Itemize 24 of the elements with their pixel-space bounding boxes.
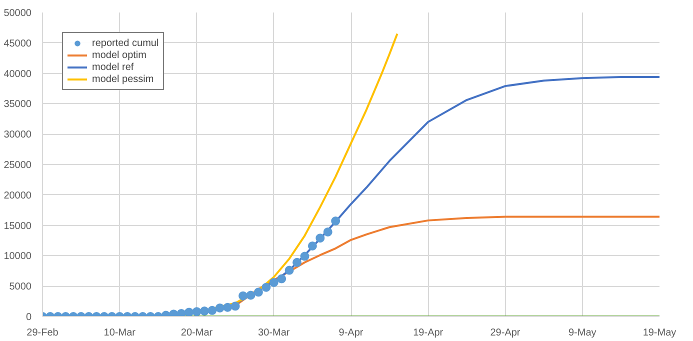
legend-label: model pessim <box>92 73 154 85</box>
y-tick-label: 30000 <box>4 130 32 141</box>
legend-label: model ref <box>92 61 134 73</box>
x-tick-label: 9-May <box>568 328 596 338</box>
x-tick-label: 20-Mar <box>180 328 214 338</box>
y-tick-label: 10000 <box>4 251 32 262</box>
y-tick-label: 15000 <box>4 220 32 232</box>
x-tick-label: 19-May <box>642 328 676 338</box>
y-tick-label: 35000 <box>4 99 32 110</box>
y-tick-label: 5000 <box>9 282 32 293</box>
legend-label: reported cumul <box>92 37 159 49</box>
legend-label: model optim <box>92 49 146 61</box>
y-tick-label: 50000 <box>4 8 32 19</box>
y-tick-label: 40000 <box>4 68 32 80</box>
x-tick-label: 9-Apr <box>338 328 364 338</box>
y-tick-label: 25000 <box>4 160 32 171</box>
x-tick-label: 30-Mar <box>258 328 290 338</box>
y-tick-label: 20000 <box>4 190 32 202</box>
x-tick-label: 29-Apr <box>490 328 521 338</box>
y-tick-label: 0 <box>26 312 32 323</box>
x-tick-label: 10-Mar <box>104 328 136 338</box>
x-tick-label: 19-Apr <box>413 328 444 338</box>
y-tick-label: 45000 <box>4 38 32 50</box>
x-tick-label: 29-Feb <box>26 328 59 338</box>
